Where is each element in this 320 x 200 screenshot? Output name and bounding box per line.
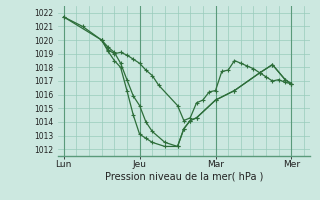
X-axis label: Pression niveau de la mer( hPa ): Pression niveau de la mer( hPa ) — [105, 172, 263, 182]
